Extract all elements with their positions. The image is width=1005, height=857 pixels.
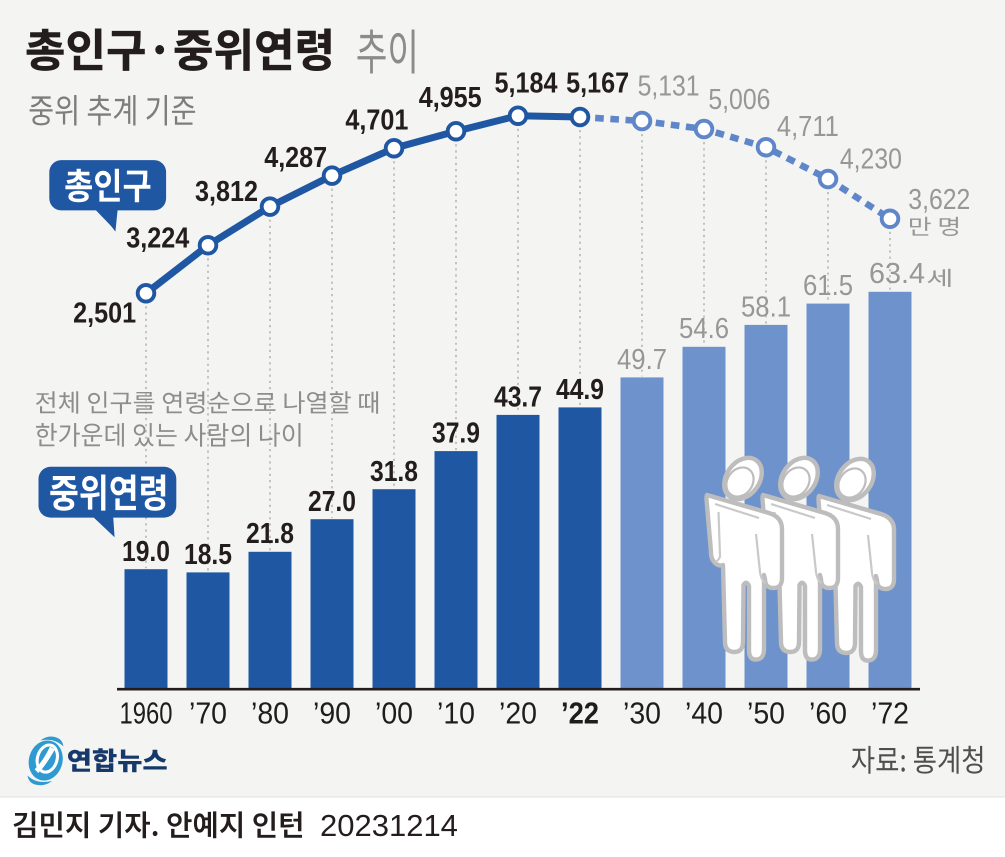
- svg-text:2,501: 2,501: [73, 298, 136, 330]
- svg-text:’00: ’00: [375, 696, 413, 731]
- svg-text:4,287: 4,287: [264, 142, 327, 174]
- svg-text:19.0: 19.0: [122, 536, 170, 568]
- svg-text:’40: ’40: [685, 696, 723, 731]
- svg-text:’20: ’20: [499, 696, 537, 731]
- svg-text:’72: ’72: [871, 696, 909, 731]
- svg-text:5,184: 5,184: [495, 67, 558, 99]
- svg-text:3,224: 3,224: [126, 222, 189, 254]
- svg-text:20231214: 20231214: [320, 808, 458, 843]
- svg-text:’10: ’10: [437, 696, 475, 731]
- svg-text:27.0: 27.0: [308, 486, 356, 518]
- svg-text:49.7: 49.7: [617, 344, 667, 376]
- svg-text:5,167: 5,167: [566, 67, 629, 99]
- svg-text:3,812: 3,812: [195, 176, 258, 208]
- svg-text:’80: ’80: [251, 696, 289, 731]
- svg-text:’60: ’60: [809, 696, 847, 731]
- svg-text:37.9: 37.9: [432, 418, 480, 450]
- svg-text:4,701: 4,701: [345, 104, 408, 136]
- svg-text:61.5: 61.5: [803, 270, 853, 302]
- svg-text:54.6: 54.6: [679, 313, 729, 345]
- svg-text:21.8: 21.8: [246, 518, 294, 550]
- svg-text:5,131: 5,131: [638, 71, 700, 103]
- svg-text:’22: ’22: [561, 696, 599, 731]
- svg-text:58.1: 58.1: [741, 291, 791, 323]
- svg-text:43.7: 43.7: [494, 381, 542, 413]
- svg-text:’30: ’30: [623, 696, 661, 731]
- svg-text:18.5: 18.5: [184, 539, 232, 571]
- svg-text:’70: ’70: [189, 696, 227, 731]
- svg-text:44.9: 44.9: [556, 374, 604, 406]
- svg-text:4,230: 4,230: [840, 144, 902, 176]
- svg-text:’50: ’50: [747, 696, 785, 731]
- svg-text:’90: ’90: [313, 696, 351, 731]
- svg-text:4,955: 4,955: [419, 82, 482, 114]
- svg-text:31.8: 31.8: [370, 456, 418, 488]
- svg-text:1960: 1960: [120, 696, 173, 731]
- svg-text:3,622: 3,622: [908, 184, 970, 216]
- svg-text:5,006: 5,006: [708, 84, 770, 116]
- svg-text:4,711: 4,711: [777, 111, 839, 143]
- svg-text:63.4: 63.4: [869, 258, 925, 290]
